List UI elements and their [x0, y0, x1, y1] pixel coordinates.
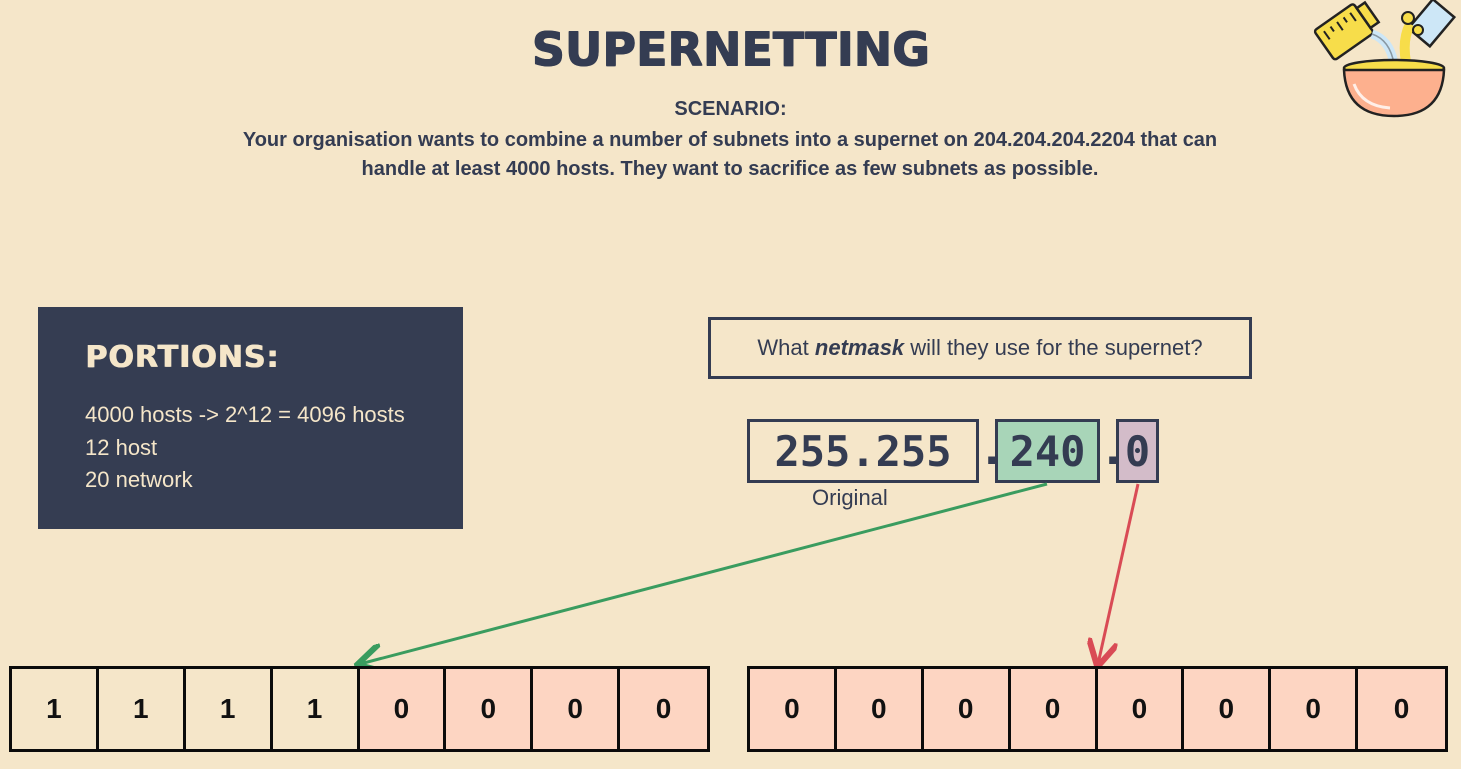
scenario-label: SCENARIO: [674, 98, 787, 120]
red-arrow [1098, 483, 1140, 664]
scenario-line-2: handle at least 4000 hosts. They want to… [361, 158, 1099, 180]
mixing-bowl-icon [1313, 0, 1457, 118]
bit-cell: 0 [923, 669, 1011, 749]
bit-cell: 1 [272, 669, 360, 749]
bit-cell: 0 [1184, 669, 1272, 749]
green-arrow [360, 482, 1048, 664]
bit-cell: 0 [533, 669, 621, 749]
netmask-original-octets: 255.255 [747, 419, 979, 483]
portions-line-hosts: 4000 hosts -> 2^12 = 4096 hosts [85, 402, 405, 427]
bit-cell: 0 [836, 669, 924, 749]
question-box: What netmask will they use for the super… [708, 317, 1252, 379]
bit-cell: 1 [98, 669, 186, 749]
bit-cell: 0 [1358, 669, 1445, 749]
portions-line-network-bits: 20 network [85, 467, 193, 492]
portions-title: PORTIONS: [85, 340, 280, 375]
netmask-third-octet: 240 [995, 419, 1100, 483]
original-label: Original [812, 485, 888, 510]
third-octet-bits: 1 1 1 1 0 0 0 0 [9, 666, 710, 752]
bit-cell: 0 [1097, 669, 1185, 749]
bit-cell: 1 [12, 669, 99, 749]
bit-cell: 0 [446, 669, 534, 749]
bit-cell: 0 [359, 669, 447, 749]
question-emphasis: netmask [814, 335, 905, 360]
netmask-fourth-octet: 0 [1116, 419, 1159, 483]
scenario-text: Your organisation wants to combine a num… [215, 126, 1245, 184]
portions-line-host-bits: 12 host [85, 435, 158, 460]
bit-cell: 1 [185, 669, 273, 749]
page-title: SUPERNETTING [531, 22, 930, 76]
bit-cell: 0 [750, 669, 837, 749]
portions-panel: PORTIONS: 4000 hosts -> 2^12 = 4096 host… [38, 307, 463, 529]
question-suffix: will they use for the supernet? [904, 335, 1203, 360]
scenario-line-1: Your organisation wants to combine a num… [242, 129, 1218, 151]
question-prefix: What [757, 335, 815, 360]
fourth-octet-bits: 0 0 0 0 0 0 0 0 [747, 666, 1448, 752]
bit-cell: 0 [1271, 669, 1359, 749]
bit-cell: 0 [620, 669, 707, 749]
bit-cell: 0 [1010, 669, 1098, 749]
